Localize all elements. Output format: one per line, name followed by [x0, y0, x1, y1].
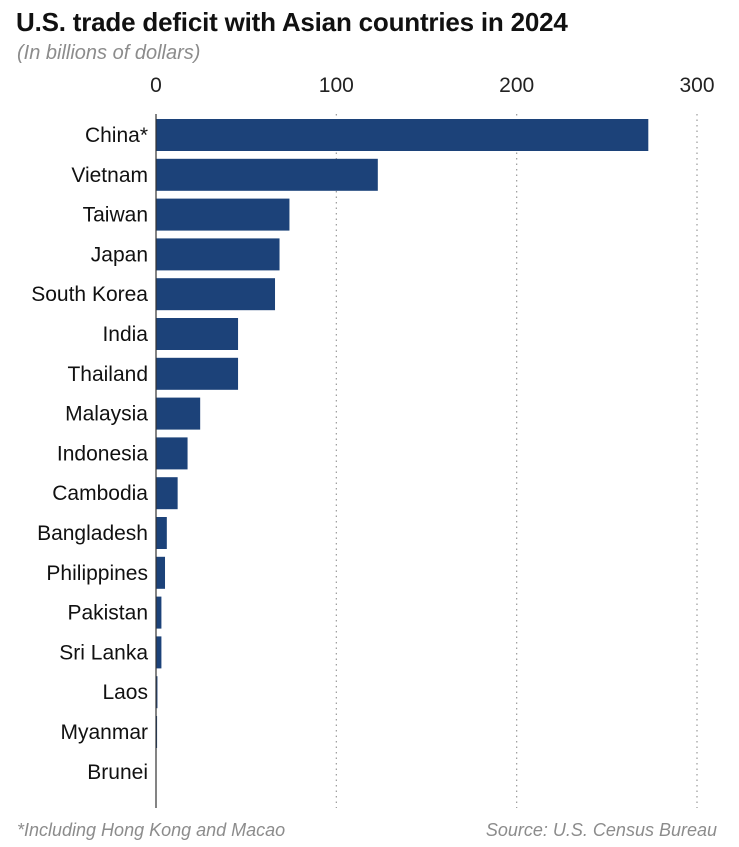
- gridlines: [335, 114, 698, 808]
- bar: [156, 318, 239, 350]
- category-label: Indonesia: [57, 442, 148, 465]
- category-label: India: [102, 323, 148, 346]
- bar: [156, 278, 276, 311]
- bar: [156, 676, 158, 709]
- bar: [156, 636, 162, 669]
- bar: [156, 477, 178, 510]
- category-label: Vietnam: [71, 164, 148, 187]
- category-label: Laos: [102, 681, 148, 704]
- bars: [156, 119, 649, 788]
- bar: [156, 596, 162, 629]
- bar: [156, 238, 280, 271]
- bar: [156, 437, 188, 470]
- bar: [156, 357, 239, 390]
- source-note: Source: U.S. Census Bureau: [485, 820, 717, 840]
- bar: [156, 158, 378, 191]
- x-tick-label: 200: [499, 74, 534, 97]
- x-axis-ticks: 0 100 200 300: [150, 74, 714, 97]
- category-label: China*: [85, 124, 148, 147]
- category-label: Bangladesh: [37, 522, 148, 545]
- category-label: Japan: [91, 243, 148, 266]
- category-label: Myanmar: [60, 721, 148, 744]
- category-label: Philippines: [46, 562, 148, 585]
- bar: [156, 397, 201, 430]
- bar: [156, 198, 290, 231]
- footnote: *Including Hong Kong and Macao: [17, 820, 286, 840]
- x-tick-label: 100: [319, 74, 354, 97]
- category-label: South Korea: [31, 283, 148, 306]
- bar: [156, 517, 167, 549]
- category-label: Pakistan: [67, 602, 148, 625]
- x-tick-label: 300: [679, 74, 714, 97]
- chart-title: U.S. trade deficit with Asian countries …: [16, 7, 568, 37]
- category-label: Cambodia: [52, 482, 148, 505]
- x-tick-label: 0: [150, 74, 162, 97]
- category-label: Taiwan: [83, 204, 148, 227]
- chart-subtitle: (In billions of dollars): [17, 42, 201, 64]
- category-labels: China* Vietnam Taiwan Japan South Korea India…: [31, 124, 148, 784]
- bar: [156, 119, 649, 151]
- category-label: Sri Lanka: [59, 641, 148, 664]
- category-label: Thailand: [67, 363, 148, 386]
- bar: [156, 556, 166, 589]
- category-label: Malaysia: [65, 403, 148, 426]
- category-label: Brunei: [87, 761, 148, 784]
